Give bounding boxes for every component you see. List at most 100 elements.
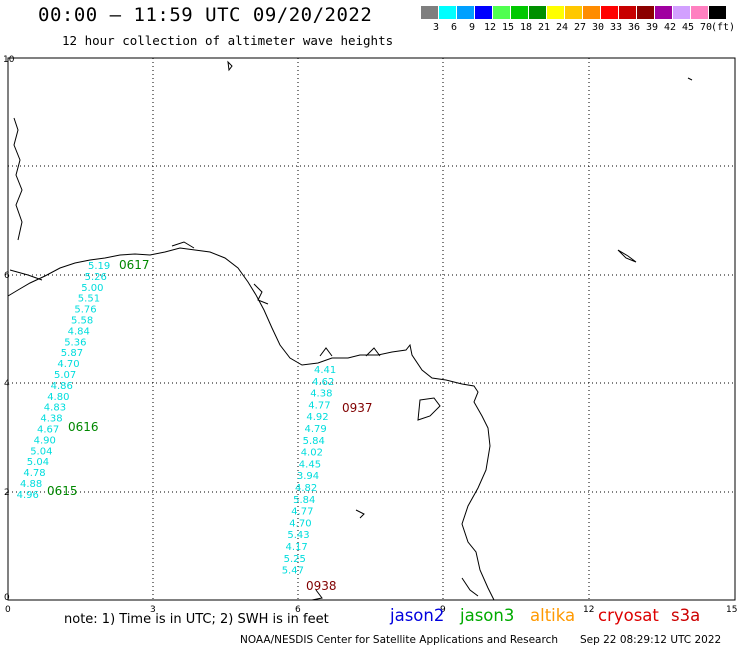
wave-height-value: 5.19 bbox=[88, 261, 110, 272]
color-scale-swatch bbox=[673, 6, 690, 19]
wave-height-value: 4.78 bbox=[23, 468, 45, 479]
credit-line: NOAA/NESDIS Center for Satellite Applica… bbox=[240, 634, 558, 646]
color-scale-label: 18 bbox=[520, 22, 533, 33]
y-tick: 4 bbox=[4, 379, 10, 389]
legend-jason3: jason3 bbox=[460, 606, 515, 625]
color-scale-swatch bbox=[655, 6, 672, 19]
track-time-label: 0615 bbox=[47, 484, 78, 498]
wave-height-value: 4.70 bbox=[289, 518, 311, 529]
color-scale-label: 42 bbox=[664, 22, 677, 33]
color-scale-label: 33 bbox=[610, 22, 623, 33]
wave-height-value: 4.86 bbox=[51, 381, 73, 392]
x-axis-ticks: 0 3 6 9 12 15 bbox=[5, 605, 737, 615]
color-scale-label: 12 bbox=[484, 22, 497, 33]
wave-height-value: 4.67 bbox=[37, 425, 59, 436]
legend-jason2: jason2 bbox=[390, 606, 445, 625]
color-scale-swatch bbox=[583, 6, 600, 19]
color-scale-swatch bbox=[475, 6, 492, 19]
wave-height-value: 5.51 bbox=[78, 294, 100, 305]
wave-height-value: 5.26 bbox=[85, 272, 107, 283]
wave-height-value: 4.77 bbox=[308, 400, 330, 411]
y-tick: 10 bbox=[3, 55, 15, 65]
wave-height-value: 4.38 bbox=[310, 389, 332, 400]
wave-height-value: 4.92 bbox=[306, 412, 328, 423]
color-scale-unit: (ft) bbox=[711, 22, 736, 33]
wave-height-value: 5.04 bbox=[27, 457, 49, 468]
wave-height-value: 4.83 bbox=[44, 403, 66, 414]
wave-height-value: 5.25 bbox=[284, 554, 306, 565]
color-scale-swatch bbox=[439, 6, 456, 19]
wave-height-value: 4.02 bbox=[301, 448, 323, 459]
wave-height-value: 4.17 bbox=[286, 542, 308, 553]
color-scale-label: 24 bbox=[556, 22, 569, 33]
color-scale-swatch bbox=[511, 6, 528, 19]
wave-height-value: 5.87 bbox=[61, 348, 83, 359]
color-scale-swatch bbox=[601, 6, 618, 19]
wave-height-value: 4.90 bbox=[34, 435, 56, 446]
y-tick: 6 bbox=[4, 271, 10, 281]
wave-height-value: 5.00 bbox=[81, 283, 103, 294]
wave-height-value: 4.77 bbox=[291, 507, 313, 518]
x-tick: 0 bbox=[5, 605, 11, 615]
track-time-label: 0617 bbox=[119, 258, 150, 272]
wave-height-values: 5.195.265.005.515.765.584.845.365.874.70… bbox=[17, 261, 337, 577]
map-grid bbox=[8, 58, 735, 600]
wave-height-value: 4.82 bbox=[295, 483, 317, 494]
color-scale-swatch bbox=[421, 6, 438, 19]
wave-height-value: 5.58 bbox=[71, 316, 93, 327]
track-time-label: 0938 bbox=[306, 579, 337, 593]
generation-timestamp: Sep 22 08:29:12 UTC 2022 bbox=[580, 634, 722, 646]
x-tick: 6 bbox=[295, 605, 301, 615]
map-note: note: 1) Time is in UTC; 2) SWH is in fe… bbox=[64, 612, 329, 627]
color-scale-label: 9 bbox=[469, 22, 476, 33]
color-scale-label: 36 bbox=[628, 22, 641, 33]
wave-height-value: 4.79 bbox=[305, 424, 327, 435]
color-scale-swatch bbox=[529, 6, 546, 19]
wave-height-value: 4.80 bbox=[47, 392, 69, 403]
color-scale-label: 45 bbox=[682, 22, 695, 33]
color-scale-swatch bbox=[457, 6, 474, 19]
wave-height-value: 3.94 bbox=[297, 471, 319, 482]
map-title: 00:00 – 11:59 UTC 09/20/2022 bbox=[38, 4, 373, 26]
color-scale-label: 21 bbox=[538, 22, 551, 33]
y-tick: 2 bbox=[4, 488, 10, 498]
x-tick: 12 bbox=[583, 605, 594, 615]
wave-height-value: 4.41 bbox=[314, 365, 336, 376]
color-scale-swatch bbox=[547, 6, 564, 19]
track-time-label: 0616 bbox=[68, 420, 99, 434]
y-axis-ticks: 0 2 4 6 10 bbox=[3, 55, 15, 603]
coastline bbox=[7, 60, 693, 601]
wave-height-value: 5.84 bbox=[303, 436, 325, 447]
color-scale-swatch bbox=[619, 6, 636, 19]
wave-height-value: 5.04 bbox=[30, 446, 52, 457]
legend-cryosat: cryosat bbox=[598, 606, 659, 625]
color-scale-label: 70 bbox=[700, 22, 713, 33]
color-scale-swatch bbox=[493, 6, 510, 19]
y-tick: 0 bbox=[4, 593, 10, 603]
x-tick: 9 bbox=[440, 605, 446, 615]
color-scale-label: 3 bbox=[433, 22, 440, 33]
wave-height-value: 5.07 bbox=[54, 370, 76, 381]
wave-height-value: 5.43 bbox=[287, 530, 309, 541]
color-scale-label: 39 bbox=[646, 22, 659, 33]
wave-height-value: 4.38 bbox=[40, 414, 62, 425]
wave-height-value: 4.84 bbox=[68, 326, 90, 337]
map-frame bbox=[7, 57, 736, 601]
wave-height-value: 4.88 bbox=[20, 479, 42, 490]
wave-height-value: 4.62 bbox=[312, 377, 334, 388]
legend-altika: altika bbox=[530, 606, 576, 625]
track-time-label: 0937 bbox=[342, 401, 373, 415]
wave-height-value: 4.45 bbox=[299, 459, 321, 470]
wave-height-value: 5.76 bbox=[74, 305, 96, 316]
wave-height-value: 4.70 bbox=[57, 359, 79, 370]
wave-height-value: 5.84 bbox=[293, 495, 315, 506]
color-scale-label: 6 bbox=[451, 22, 458, 33]
color-scale-swatch bbox=[691, 6, 708, 19]
legend-s3a: s3a bbox=[671, 606, 701, 625]
color-scale-swatch bbox=[709, 6, 726, 19]
x-tick: 15 bbox=[726, 605, 737, 615]
color-scale-label: 15 bbox=[502, 22, 515, 33]
x-tick: 3 bbox=[150, 605, 156, 615]
map-subtitle: 12 hour collection of altimeter wave hei… bbox=[62, 33, 394, 48]
color-scale-label: 30 bbox=[592, 22, 605, 33]
